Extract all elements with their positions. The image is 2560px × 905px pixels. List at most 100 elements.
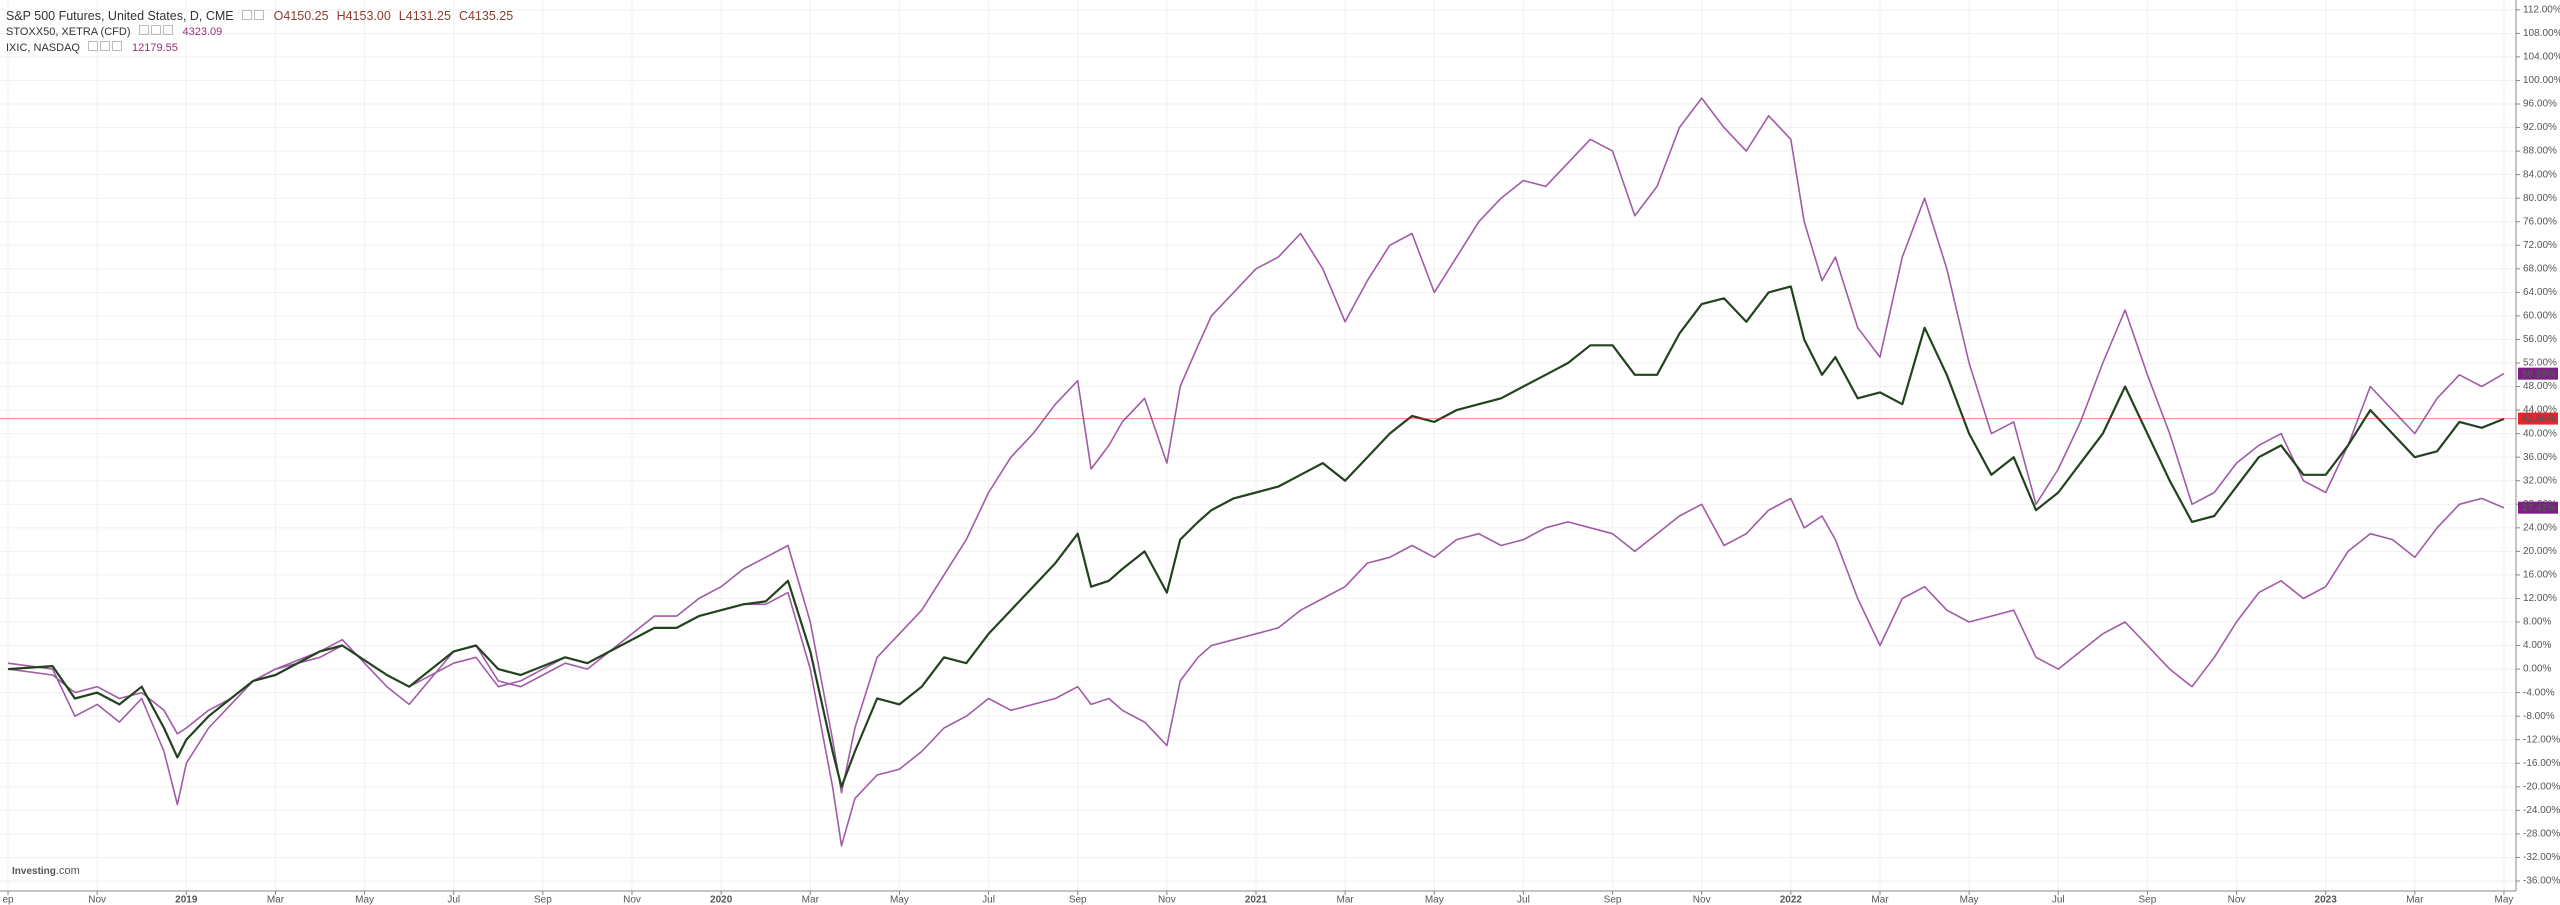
y-tick-label: 56.00% [2523, 334, 2557, 345]
x-tick-label: Sep [1604, 895, 1622, 905]
x-tick-label: Jul [1517, 895, 1530, 905]
x-tick-label: May [1960, 895, 1979, 905]
y-tick-label: 24.00% [2523, 522, 2557, 533]
x-tick-label: 2019 [175, 895, 198, 905]
y-tick-label: 108.00% [2523, 28, 2560, 39]
x-tick-label: Mar [267, 895, 285, 905]
y-tick-label: -20.00% [2523, 781, 2560, 792]
price-tag-label: 42.56% [2522, 414, 2556, 425]
x-tick-label: Nov [88, 895, 106, 905]
logo-suffix: .com [56, 865, 80, 877]
price-tag-label: 27.42% [2522, 503, 2556, 514]
legend-button [241, 10, 252, 20]
x-tick-label: May [2495, 895, 2514, 905]
x-tick-label: 2023 [2315, 895, 2338, 905]
y-tick-label: 44.00% [2523, 405, 2557, 416]
y-tick-label: 52.00% [2523, 358, 2557, 369]
y-tick-label: 68.00% [2523, 263, 2557, 274]
legend-buttons [87, 40, 124, 56]
price-tag [2518, 501, 2558, 514]
y-tick-label: 100.00% [2523, 75, 2560, 86]
logo: Investing.com [12, 865, 80, 877]
legend-button [87, 41, 98, 51]
legend-value: 12179.55 [131, 42, 178, 54]
y-tick-label: 60.00% [2523, 311, 2557, 322]
legend-button [253, 10, 264, 20]
logo-name: Investing [12, 866, 56, 877]
x-tick-label: Nov [623, 895, 641, 905]
y-tick-label: 64.00% [2523, 287, 2557, 298]
y-tick-label: 32.00% [2523, 475, 2557, 486]
x-tick-label: May [1425, 895, 1444, 905]
y-tick-label: -32.00% [2523, 852, 2560, 863]
y-tick-label: 48.00% [2523, 381, 2557, 392]
legend-label: STOXX50, XETRA (CFD) [6, 26, 131, 38]
legend-value: O4150.25 [273, 9, 329, 23]
price-tag [2518, 367, 2558, 380]
y-tick-label: -8.00% [2523, 711, 2555, 722]
y-tick-label: 12.00% [2523, 593, 2557, 604]
price-tag [2518, 412, 2558, 425]
legend-button [162, 25, 173, 35]
legend-button [150, 25, 161, 35]
y-tick-label: 76.00% [2523, 216, 2557, 227]
x-tick-label: Sep [534, 895, 552, 905]
x-tick-label: Jul [982, 895, 995, 905]
price-tag-label: 50.19% [2522, 369, 2556, 380]
y-tick-label: 16.00% [2523, 570, 2557, 581]
legend-button [138, 25, 149, 35]
x-tick-label: Sep [2139, 895, 2157, 905]
x-tick-label: Mar [1337, 895, 1355, 905]
y-tick-label: 84.00% [2523, 169, 2557, 180]
legend-value: L4131.25 [398, 9, 451, 23]
legend-row: IXIC, NASDAQ 12179.55 [6, 40, 513, 56]
x-tick-label: Mar [2406, 895, 2424, 905]
y-tick-label: 80.00% [2523, 193, 2557, 204]
x-tick-label: Mar [1871, 895, 1889, 905]
y-tick-label: -24.00% [2523, 805, 2560, 816]
x-tick-label: 2022 [1780, 895, 1803, 905]
y-tick-label: 96.00% [2523, 99, 2557, 110]
x-tick-label: Nov [1693, 895, 1711, 905]
y-tick-label: -4.00% [2523, 687, 2555, 698]
series-line [7, 97, 2505, 806]
x-tick-label: Mar [802, 895, 820, 905]
x-tick-label: May [355, 895, 374, 905]
legend-value: 4323.09 [182, 26, 223, 38]
legend-button [99, 41, 110, 51]
x-tick-label: 2020 [710, 895, 733, 905]
y-tick-label: 4.00% [2523, 640, 2551, 651]
y-tick-label: 112.00% [2523, 4, 2560, 15]
x-tick-label: Sep [1069, 895, 1087, 905]
series-line [7, 285, 2505, 788]
y-tick-label: -12.00% [2523, 734, 2560, 745]
x-tick-label: Nov [1158, 895, 1176, 905]
y-tick-label: 88.00% [2523, 146, 2557, 157]
legend-row: STOXX50, XETRA (CFD) 4323.09 [6, 24, 513, 40]
y-tick-label: 40.00% [2523, 428, 2557, 439]
y-tick-label: 72.00% [2523, 240, 2557, 251]
x-tick-label: ep [2, 895, 14, 905]
y-tick-label: 36.00% [2523, 452, 2557, 463]
y-tick-label: -16.00% [2523, 758, 2560, 769]
legend-label: IXIC, NASDAQ [6, 42, 80, 54]
legend-buttons [138, 24, 175, 40]
x-tick-label: 2021 [1245, 895, 1268, 905]
x-tick-label: Jul [2052, 895, 2065, 905]
y-tick-label: 92.00% [2523, 122, 2557, 133]
y-tick-label: 0.00% [2523, 664, 2551, 675]
y-tick-label: -28.00% [2523, 829, 2560, 840]
x-tick-label: May [890, 895, 909, 905]
y-tick-label: 20.00% [2523, 546, 2557, 557]
legend-buttons [241, 8, 266, 24]
series-line [7, 497, 2505, 847]
y-tick-label: 104.00% [2523, 52, 2560, 63]
legend-label: S&P 500 Futures, United States, D, CME [6, 9, 234, 23]
legend-row: S&P 500 Futures, United States, D, CME O4… [6, 8, 513, 24]
legend-value: H4153.00 [336, 9, 391, 23]
x-tick-label: Jul [447, 895, 460, 905]
x-tick-label: Nov [2228, 895, 2246, 905]
legend-button [111, 41, 122, 51]
y-tick-label: -36.00% [2523, 876, 2560, 887]
